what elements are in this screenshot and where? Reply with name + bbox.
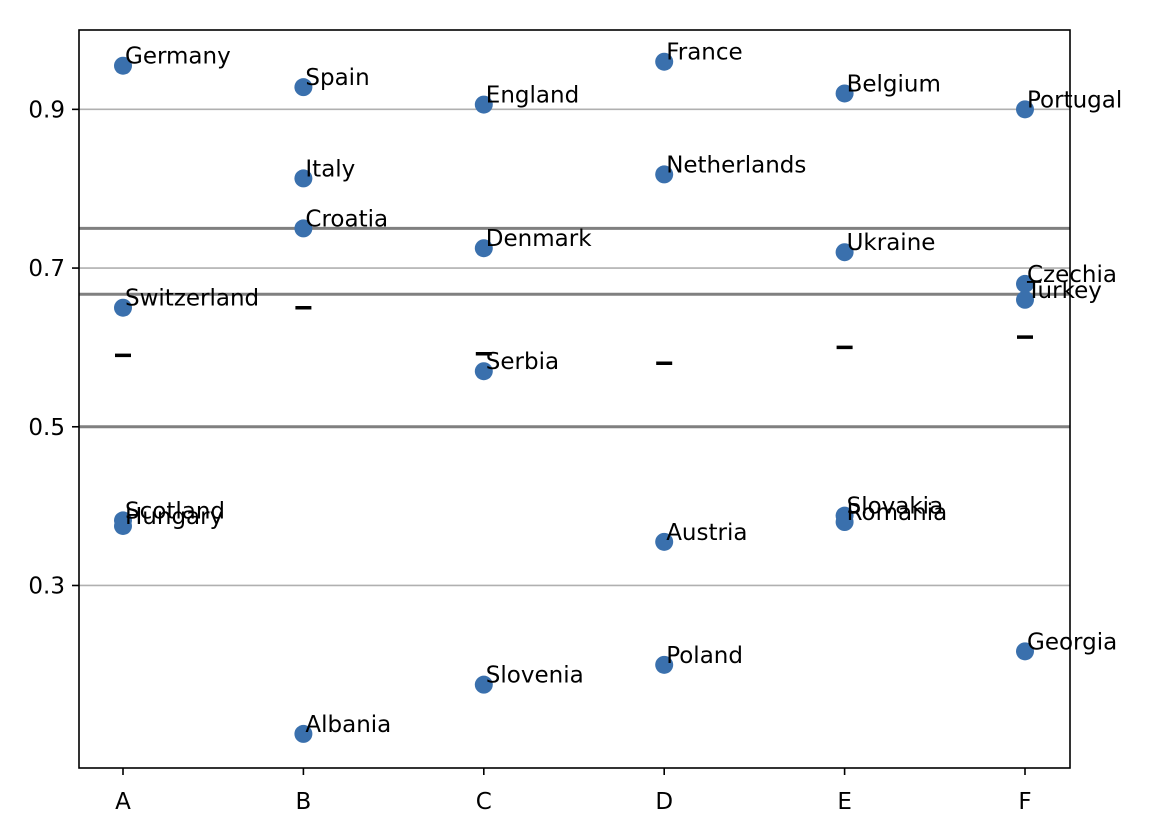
mean-markers — [115, 305, 1033, 366]
y-tick-label: 0.9 — [28, 97, 65, 123]
x-tick-label: D — [655, 789, 673, 815]
y-tick-label: 0.7 — [28, 256, 65, 282]
point-label: Romania — [847, 500, 948, 526]
data-point — [114, 516, 132, 535]
data-point — [294, 169, 313, 188]
point-label: Portugal — [1027, 87, 1122, 113]
point-label: Hungary — [125, 504, 223, 530]
point-label: Poland — [666, 643, 743, 669]
data-point — [474, 95, 493, 114]
data-point — [835, 243, 854, 262]
data-point — [294, 724, 313, 743]
data-point — [835, 84, 854, 103]
data-points — [114, 52, 1034, 743]
data-point — [1016, 290, 1034, 309]
data-point — [114, 298, 132, 317]
point-label: Spain — [305, 65, 369, 91]
data-point — [474, 239, 493, 258]
x-tick-label: B — [296, 789, 312, 815]
grid-lines — [79, 108, 1070, 587]
y-tick-label: 0.3 — [28, 573, 65, 599]
point-label: Germany — [125, 44, 231, 70]
data-point — [474, 362, 493, 381]
plot-frame — [78, 29, 1071, 769]
point-label: Scotland — [125, 498, 225, 524]
point-label: Croatia — [305, 206, 388, 232]
point-label: Netherlands — [666, 152, 806, 178]
data-point — [655, 165, 674, 184]
point-label: Switzerland — [125, 286, 259, 312]
point-label: Serbia — [486, 349, 559, 375]
point-label: Albania — [305, 712, 391, 738]
point-label: Turkey — [1026, 278, 1102, 304]
reference-lines — [79, 226, 1070, 429]
point-label: France — [666, 40, 742, 66]
x-tick-label: F — [1018, 789, 1031, 815]
point-label: Italy — [305, 156, 355, 182]
point-label: Czechia — [1027, 262, 1117, 288]
data-point — [1016, 100, 1034, 119]
y-axis-ticks: 0.3 0.5 0.7 0.9 — [28, 97, 79, 599]
data-point — [474, 675, 493, 694]
point-label: Belgium — [847, 71, 941, 97]
point-label: Denmark — [486, 226, 592, 252]
x-tick-label: A — [115, 789, 131, 815]
point-label: Austria — [666, 520, 747, 546]
data-point — [655, 52, 674, 71]
x-tick-label: C — [476, 789, 492, 815]
data-point — [655, 532, 674, 551]
point-label: England — [486, 83, 579, 109]
point-label: Georgia — [1027, 629, 1117, 655]
data-point — [114, 56, 132, 75]
data-point — [294, 219, 313, 238]
y-tick-label: 0.5 — [28, 415, 65, 441]
data-point — [655, 655, 674, 674]
data-point — [1016, 274, 1034, 293]
point-label: Slovenia — [486, 663, 584, 689]
data-point — [294, 78, 313, 97]
x-axis-ticks: A B C D E F — [115, 768, 1032, 815]
x-tick-label: E — [837, 789, 852, 815]
data-point — [1016, 642, 1034, 661]
data-point — [835, 513, 854, 531]
point-label: Slovakia — [847, 494, 944, 520]
point-label: Ukraine — [847, 230, 936, 256]
